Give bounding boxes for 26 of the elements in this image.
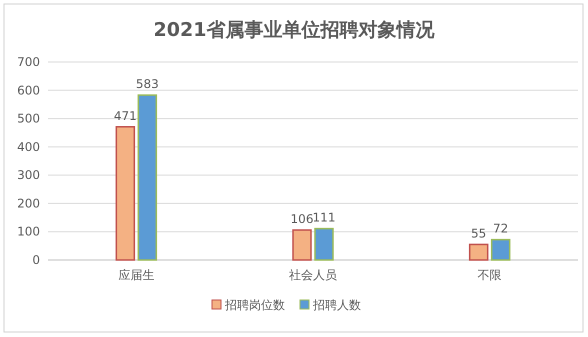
x-tick-label: 社会人员 [289,268,337,282]
data-label: 111 [312,210,336,225]
bar [292,229,312,261]
bar [138,94,158,261]
bar [314,228,334,261]
data-label: 72 [493,222,508,236]
legend-label: 招聘岗位数 [224,298,285,312]
chart-title: 2021省属事业单位招聘对象情况 [154,19,436,41]
y-tick-label: 100 [17,224,40,239]
y-tick-label: 300 [17,168,40,182]
bar [116,126,136,261]
legend-label: 招聘人数 [312,298,361,312]
y-tick-label: 200 [17,196,40,210]
y-tick-label: 700 [17,55,40,69]
x-tick-label: 应届生 [118,268,154,282]
y-tick-label: 0 [32,253,40,267]
y-tick-label: 500 [17,112,40,126]
data-label: 471 [114,108,137,123]
data-label: 55 [471,226,486,240]
y-tick-label: 400 [17,140,40,154]
data-label: 106 [290,212,314,226]
bar [468,244,488,261]
data-label: 583 [136,77,159,92]
bar [490,238,510,261]
x-tick-label: 不限 [478,268,502,282]
y-tick-label: 600 [17,83,40,98]
